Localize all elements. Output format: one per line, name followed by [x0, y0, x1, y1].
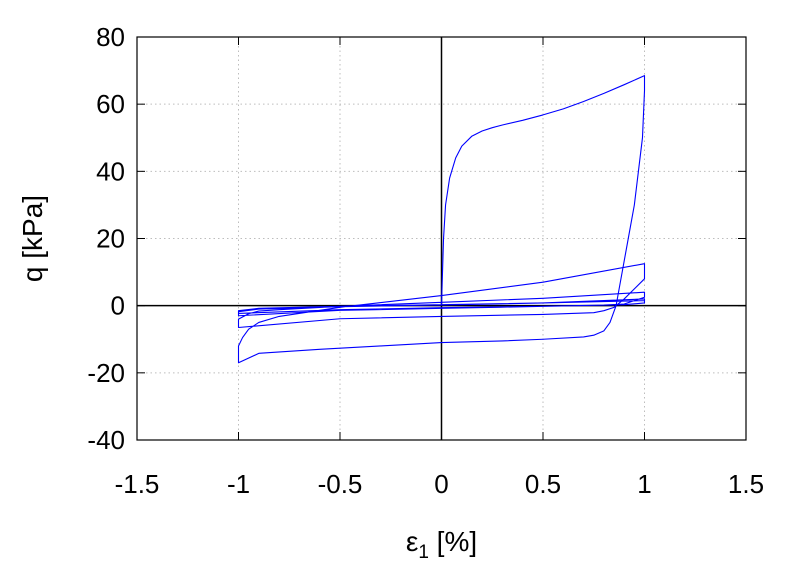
x-tick-label: 1 — [637, 469, 651, 499]
y-tick-label: 80 — [96, 22, 125, 52]
x-tick-label: -0.5 — [318, 469, 363, 499]
x-tick-label: 1.5 — [728, 469, 764, 499]
x-tick-label: -1.5 — [115, 469, 160, 499]
series-layer — [237, 75, 646, 364]
y-tick-labels: -40 -20 0 20 40 60 80 — [87, 22, 125, 455]
x-axis-label-unit: [%] — [429, 526, 477, 557]
x-tick-label: -1 — [227, 469, 250, 499]
y-tick-label: 20 — [96, 224, 125, 254]
y-axis-label: q [kPa] — [17, 195, 48, 282]
y-tick-label: 40 — [96, 156, 125, 186]
x-tick-label: 0.5 — [525, 469, 561, 499]
tick-layer — [136, 36, 747, 441]
y-tick-label: 60 — [96, 89, 125, 119]
x-axis-label-symbol: ε — [406, 526, 418, 557]
series-line — [237, 75, 646, 364]
x-axis-label-subscript: 1 — [418, 542, 429, 563]
x-tick-label: 0 — [434, 469, 448, 499]
y-tick-label: 0 — [111, 291, 125, 321]
y-tick-label: -40 — [87, 425, 125, 455]
x-axis-label: ε1 [%] — [406, 526, 477, 563]
y-tick-label: -20 — [87, 358, 125, 388]
x-tick-labels: -1.5 -1 -0.5 0 0.5 1 1.5 — [115, 469, 764, 499]
